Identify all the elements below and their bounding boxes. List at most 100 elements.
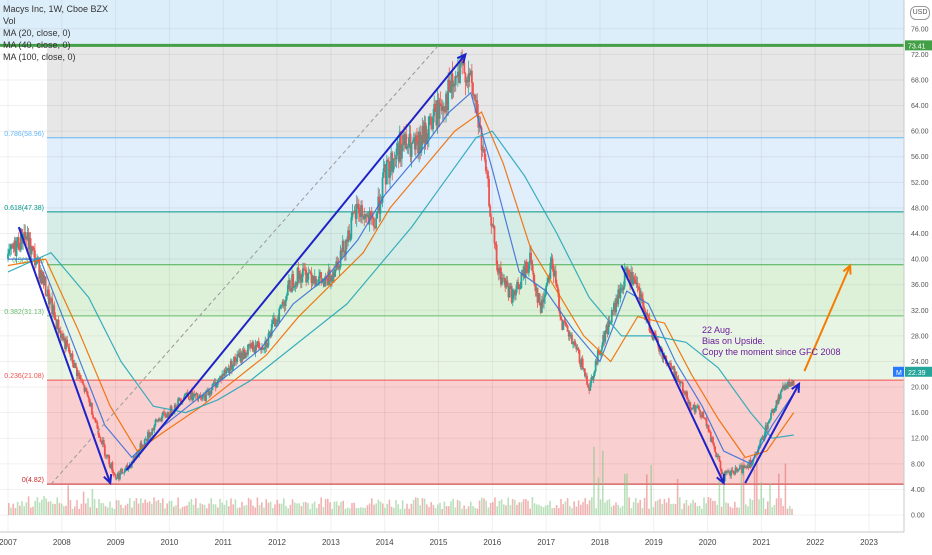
candle-body	[295, 282, 298, 286]
candle-body	[705, 419, 708, 427]
volume-bar	[492, 502, 494, 516]
candle-body	[491, 224, 494, 227]
volume-bar	[613, 505, 615, 516]
candle-body	[547, 276, 550, 283]
volume-bar	[505, 505, 507, 516]
volume-bar	[373, 504, 375, 516]
volume-bar	[580, 504, 582, 516]
candle-body	[272, 317, 275, 321]
volume-bar	[604, 502, 606, 516]
candle-body	[581, 358, 584, 369]
candle-body	[704, 418, 707, 420]
volume-bar	[439, 502, 441, 516]
volume-bar	[386, 503, 388, 516]
candle-body	[607, 320, 610, 334]
volume-bar	[192, 504, 195, 516]
candle-body	[414, 135, 417, 150]
candle-body	[715, 452, 718, 457]
volume-bar	[591, 497, 593, 516]
candle-body	[257, 341, 260, 348]
candle-body	[276, 319, 278, 325]
candle-body	[718, 455, 721, 462]
candle-body	[73, 363, 76, 368]
volume-bar	[188, 501, 190, 516]
volume-bar	[525, 498, 527, 516]
candle-body	[309, 272, 312, 274]
candle-body	[595, 360, 598, 364]
candle-body	[596, 350, 599, 364]
candle-body	[518, 284, 521, 290]
volume-bar	[676, 479, 679, 516]
candle-body	[496, 264, 499, 273]
candle-body	[226, 368, 229, 371]
volume-bar	[300, 506, 303, 516]
candle-body	[144, 438, 147, 440]
trend-arrow-head-3	[716, 474, 725, 486]
fib-level-label: 0.382(31.13)	[4, 309, 44, 316]
price-tick-label: 72.00	[911, 52, 929, 59]
candle-body	[618, 289, 621, 299]
candle-body	[364, 214, 367, 219]
volume-bar	[353, 502, 355, 516]
candle-body	[387, 160, 389, 162]
volume-bar	[280, 503, 283, 516]
candle-body	[437, 100, 440, 119]
volume-bar	[637, 502, 639, 516]
candle-body	[439, 103, 442, 106]
volume-bar	[269, 501, 272, 516]
volume-bar	[762, 497, 765, 516]
candle-body	[147, 432, 149, 442]
volume-bar	[742, 457, 745, 516]
volume-bar	[76, 500, 78, 516]
volume-bar	[430, 502, 432, 516]
candle-body	[185, 392, 188, 394]
candle-body	[312, 276, 315, 284]
volume-bar	[538, 504, 540, 516]
candle-body	[389, 169, 391, 178]
candle-body	[179, 398, 182, 401]
candle-body	[369, 210, 372, 212]
candle-body	[120, 469, 122, 473]
volume-bar	[267, 502, 270, 516]
volume-bar	[709, 498, 712, 516]
candle-body	[25, 236, 28, 240]
candle-body	[525, 261, 528, 270]
volume-bar	[507, 497, 509, 516]
currency-badge[interactable]: USD	[910, 6, 930, 20]
candle-body	[110, 462, 113, 469]
candle-body	[280, 305, 283, 307]
candle-body	[261, 347, 263, 350]
candle-body	[569, 334, 572, 336]
volume-bar	[283, 498, 285, 516]
candle-body	[453, 84, 456, 86]
volume-bar	[602, 450, 604, 516]
fib-zone	[47, 137, 904, 212]
volume-bar	[516, 504, 518, 516]
candle-body	[509, 285, 512, 288]
candle-body	[338, 266, 341, 269]
candle-body	[449, 89, 452, 93]
candle-body	[52, 305, 55, 314]
candle-body	[468, 73, 471, 75]
volume-bar	[615, 502, 617, 516]
volume-bar	[650, 464, 652, 516]
volume-bar	[223, 504, 226, 516]
volume-bar	[518, 502, 520, 516]
candle-body	[695, 407, 698, 409]
candle-body	[201, 396, 204, 400]
volume-bar	[454, 507, 457, 516]
volume-bar	[54, 504, 56, 516]
candle-body	[29, 238, 32, 255]
volume-bar	[478, 500, 481, 516]
candle-body	[467, 73, 470, 82]
candle-body	[410, 143, 413, 157]
candle-body	[731, 470, 734, 472]
candle-body	[233, 356, 235, 367]
candle-body	[74, 363, 77, 368]
candle-body	[428, 116, 431, 118]
candle-body	[46, 289, 49, 296]
candle-body	[286, 285, 289, 296]
candle-body	[717, 455, 720, 457]
volume-bar	[582, 502, 584, 516]
